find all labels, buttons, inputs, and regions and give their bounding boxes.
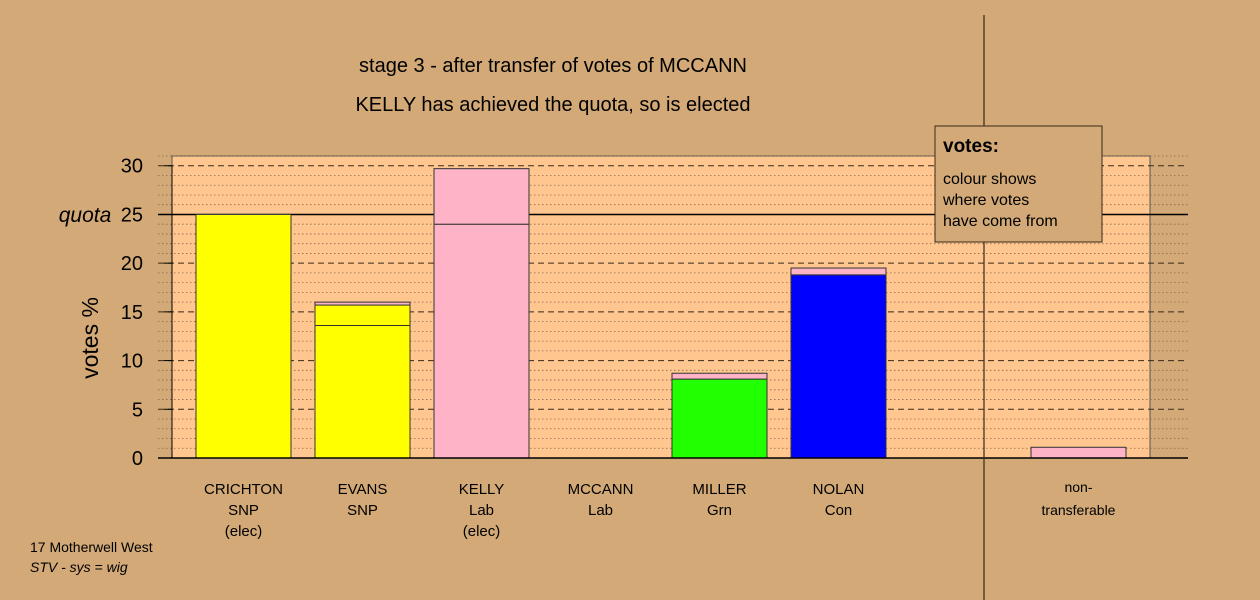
bar-miller-segment-1 <box>671 378 768 459</box>
bar-kelly-segment-2 <box>433 168 530 225</box>
legend-line-3: have come from <box>943 213 1058 230</box>
bar-kelly-segment-1 <box>433 223 530 459</box>
y-axis: 0 5 10 15 20 25 30 <box>121 156 173 470</box>
candidate-label-evans: EVANS <box>338 481 388 498</box>
candidate-label-miller: MILLER <box>692 481 746 498</box>
y-tick-label: 0 <box>132 448 143 470</box>
candidate-label-mccann: MCCANN <box>568 481 634 498</box>
bar-nolan-segment-2 <box>790 267 887 276</box>
chart-subtitle: KELLY has achieved the quota, so is elec… <box>355 94 750 116</box>
candidate-labels: CRICHTON SNP (elec) EVANS SNP KELLY Lab (elec) M… <box>204 479 1116 540</box>
chart-title: stage 3 - after transfer of votes of MCC… <box>359 55 747 77</box>
candidate-label-kelly: Lab <box>469 502 494 519</box>
candidate-label-miller: Grn <box>707 502 732 519</box>
legend: votes: colour shows where votes have com… <box>934 125 1103 243</box>
candidate-label-crichton: SNP <box>228 502 259 519</box>
bar-evans-segment-2 <box>314 304 411 327</box>
candidate-label-kelly: KELLY <box>459 481 505 498</box>
candidate-label-crichton: CRICHTON <box>204 481 283 498</box>
legend-box <box>934 125 1103 243</box>
quota-label: quota <box>59 204 112 227</box>
bar-crichton-segment-1 <box>195 213 292 459</box>
constituency-label: 17 Motherwell West <box>30 539 153 555</box>
legend-line-1: colour shows <box>943 171 1036 188</box>
y-tick-label: 10 <box>121 351 143 373</box>
nontransferable-label: non- <box>1064 479 1092 495</box>
bar-nontransferable-segment-1 <box>1030 446 1127 459</box>
y-axis-label: votes % <box>77 297 103 379</box>
bar-miller-segment-2 <box>671 372 768 380</box>
candidate-label-mccann: Lab <box>588 502 613 519</box>
bars-group <box>195 168 1127 459</box>
bar-evans-segment-3 <box>314 301 411 306</box>
bar-evans-segment-1 <box>314 325 411 459</box>
legend-line-2: where votes <box>942 192 1029 209</box>
y-tick-label: 25 <box>121 204 143 226</box>
legend-heading: votes: <box>943 136 999 157</box>
candidate-label-nolan: Con <box>825 502 853 519</box>
system-label: STV - sys = wig <box>30 559 128 575</box>
candidate-label-nolan: NOLAN <box>813 481 865 498</box>
candidate-label-evans: SNP <box>347 502 378 519</box>
y-tick-label: 30 <box>121 156 143 178</box>
y-tick-label: 5 <box>132 399 143 421</box>
y-tick-label: 20 <box>121 253 143 275</box>
bar-nolan-segment-1 <box>790 274 887 459</box>
candidate-label-kelly: (elec) <box>463 523 501 540</box>
candidate-label-crichton: (elec) <box>225 523 263 540</box>
y-tick-label: 15 <box>121 302 143 324</box>
nontransferable-label: transferable <box>1042 502 1116 518</box>
